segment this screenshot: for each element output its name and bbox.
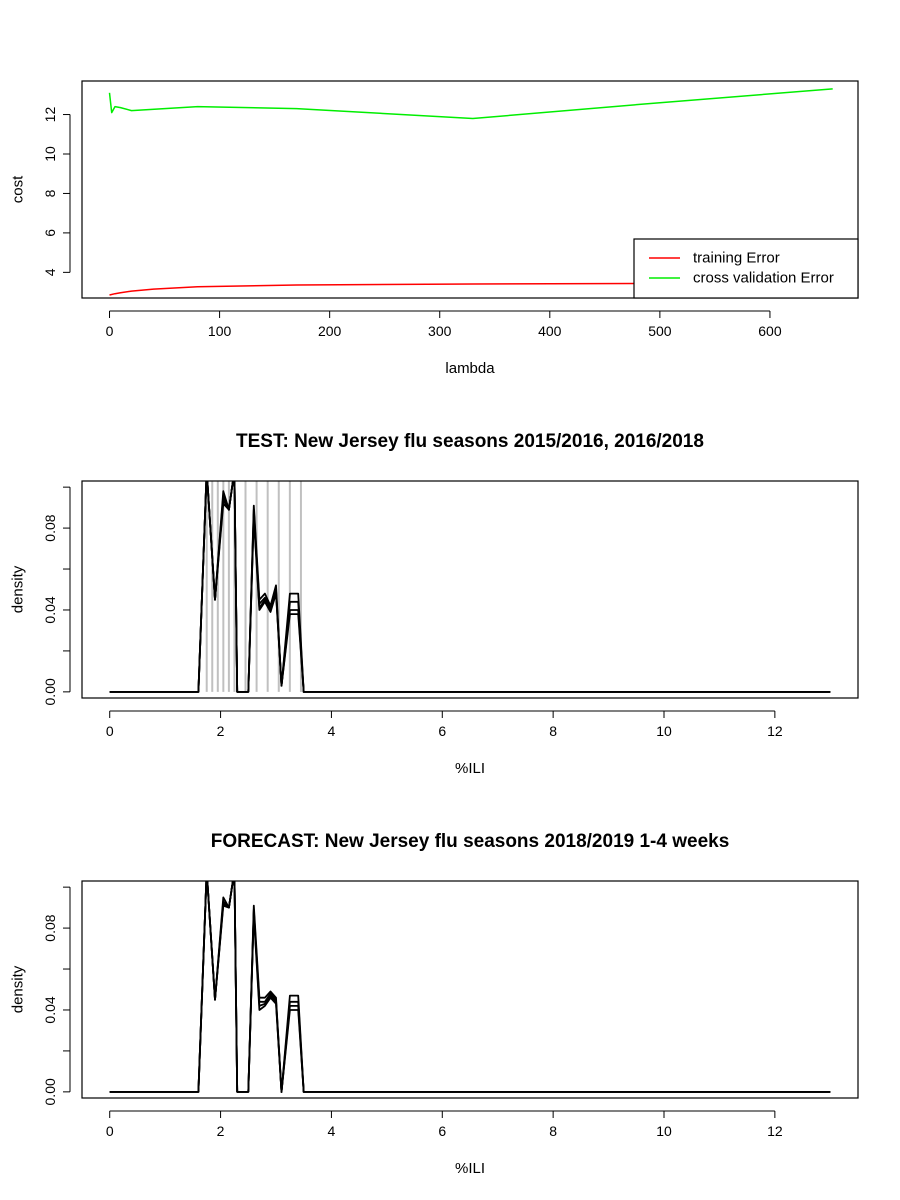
x-tick-label: 100 (208, 323, 232, 339)
x-tick-label: 4 (328, 723, 336, 739)
y-tick-label: 6 (42, 229, 58, 237)
x-axis-label: %ILI (455, 760, 485, 777)
x-tick-label: 0 (106, 723, 114, 739)
y-axis: 4 6 8 10 12 cost (10, 107, 71, 276)
x-tick-label: 10 (656, 723, 672, 739)
legend-label: cross validation Error (693, 270, 834, 287)
x-tick-label: 8 (549, 1123, 557, 1139)
x-tick-label: 6 (438, 1123, 446, 1139)
plot-frame (81, 880, 859, 1099)
legend-box (633, 238, 859, 299)
series-line-4 (109, 481, 831, 693)
chart-title: FORECAST: New Jersey flu seasons 2018/20… (211, 831, 730, 852)
y-axis: 0.00 0.04 0.08 density (10, 886, 71, 1105)
chart-panel-1: 0 100 200 300 400 500 600 lambda 4 6 8 10 12 cost trai… (10, 80, 859, 377)
series-line-2 (109, 881, 831, 1093)
x-tick-label: 0 (106, 1123, 114, 1139)
x-tick-label: 500 (648, 323, 672, 339)
x-tick-label: 600 (758, 323, 782, 339)
chart-panel-3: FORECAST: New Jersey flu seasons 2018/20… (10, 831, 859, 1177)
series-line-training-error (109, 282, 833, 296)
x-axis-label: lambda (445, 360, 495, 377)
y-tick-label: 0.04 (42, 596, 58, 623)
x-tick-label: 6 (438, 723, 446, 739)
legend: training Error cross validation Error (633, 238, 859, 299)
series-group (109, 881, 831, 1093)
series-line-4 (109, 881, 831, 1093)
y-tick-label: 0.04 (42, 996, 58, 1023)
y-tick-label: 0.00 (42, 678, 58, 705)
x-tick-label: 8 (549, 723, 557, 739)
series-group (108, 88, 833, 296)
x-tick-label: 300 (428, 323, 452, 339)
series-line-3 (109, 881, 831, 1093)
x-tick-label: 0 (106, 323, 114, 339)
x-tick-label: 2 (217, 723, 225, 739)
series-line-1 (109, 881, 831, 1093)
x-tick-label: 4 (328, 1123, 336, 1139)
legend-label: training Error (693, 250, 780, 267)
x-tick-label: 200 (318, 323, 342, 339)
x-tick-label: 10 (656, 1123, 672, 1139)
y-axis-label: density (10, 965, 27, 1013)
plot-frame (81, 80, 859, 299)
x-tick-label: 12 (767, 1123, 783, 1139)
y-tick-label: 12 (42, 107, 58, 123)
y-tick-label: 0.08 (42, 914, 58, 941)
y-tick-label: 0.08 (42, 514, 58, 541)
x-tick-label: 2 (217, 1123, 225, 1139)
x-axis-label: %ILI (455, 1160, 485, 1177)
series-group (109, 481, 831, 693)
series-line-cross-validation-error (108, 88, 833, 120)
y-axis-label: density (10, 565, 27, 613)
y-tick-label: 4 (42, 268, 58, 276)
x-tick-label: 12 (767, 723, 783, 739)
x-axis: 0 100 200 300 400 500 600 lambda (106, 310, 782, 377)
x-tick-label: 400 (538, 323, 562, 339)
x-axis: 0 2 4 6 8 10 12 %ILI (106, 1110, 783, 1177)
x-axis: 0 2 4 6 8 10 12 %ILI (106, 710, 783, 777)
y-axis-label: cost (10, 175, 27, 203)
y-axis: 0.00 0.04 0.08 density (10, 486, 71, 705)
y-tick-label: 0.00 (42, 1078, 58, 1105)
y-tick-label: 8 (42, 189, 58, 197)
plot-frame (81, 480, 859, 699)
y-tick-label: 10 (42, 146, 58, 162)
chart-title: TEST: New Jersey flu seasons 2015/2016, … (236, 431, 704, 452)
chart-panel-2: TEST: New Jersey flu seasons 2015/2016, … (10, 431, 859, 777)
